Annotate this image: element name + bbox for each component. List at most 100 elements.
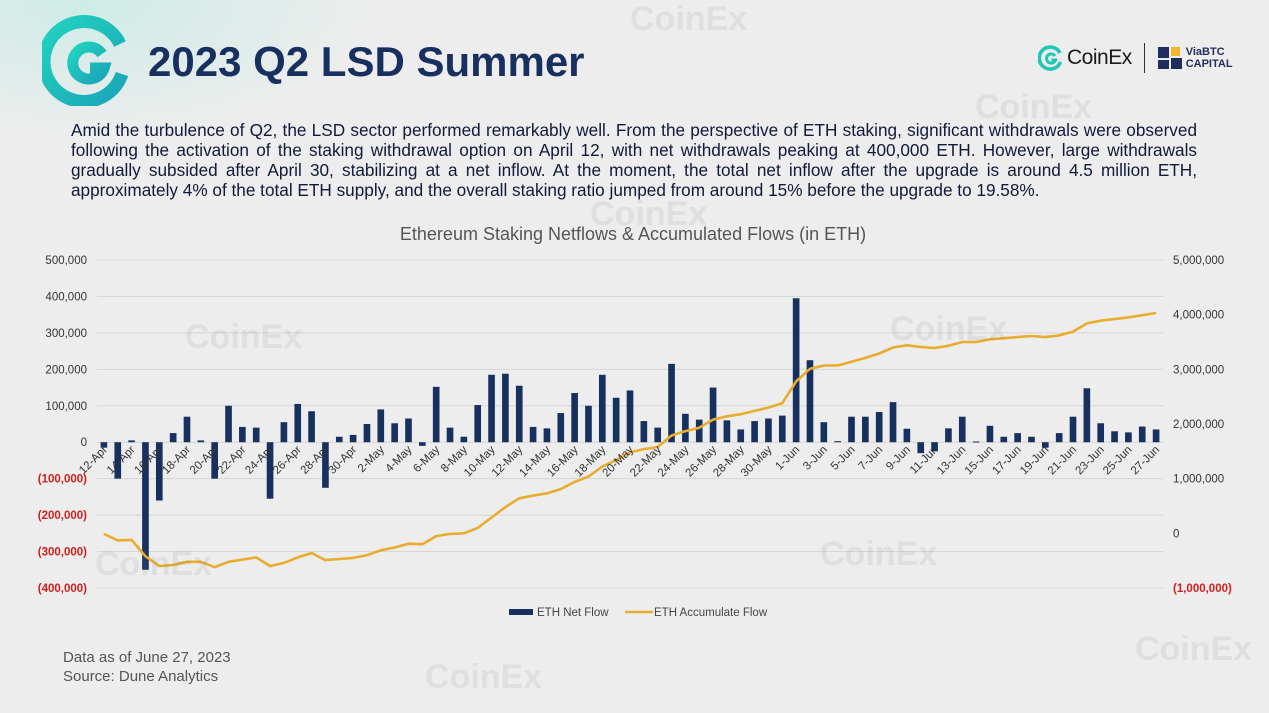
net-flow-bar xyxy=(322,442,329,488)
net-flow-bar xyxy=(197,440,205,443)
x-tick-label: 30-Apr xyxy=(326,444,359,477)
brand-logos: CoinEx ViaBTC CAPITAL xyxy=(1038,42,1233,74)
net-flow-bar xyxy=(682,413,689,443)
x-tick-label: 26-Apr xyxy=(271,444,304,477)
viabtc-line1: ViaBTC xyxy=(1185,46,1225,58)
net-flow-bar xyxy=(252,427,260,443)
net-flow-bar xyxy=(945,428,952,443)
legend-label: ETH Accumulate Flow xyxy=(654,607,768,619)
net-flow-bar xyxy=(598,374,606,443)
net-flow-bar xyxy=(1042,442,1049,448)
net-flow-bar xyxy=(654,427,662,443)
y2-tick-label: 5,000,000 xyxy=(1173,255,1224,267)
y2-tick-label: 3,000,000 xyxy=(1173,364,1224,376)
y-tick-label: 500,000 xyxy=(45,255,87,267)
net-flow-bar xyxy=(931,442,938,452)
net-flow-bar xyxy=(585,405,592,443)
net-flow-bar xyxy=(391,423,398,443)
x-tick-label: 15-Jun xyxy=(963,444,996,477)
net-flow-bar xyxy=(765,418,772,443)
net-flow-bar xyxy=(446,427,454,443)
accumulate-flow-line xyxy=(103,311,1157,569)
net-flow-bar xyxy=(875,411,883,443)
net-flow-bar xyxy=(349,434,357,443)
coinex-logo-icon xyxy=(1038,45,1063,71)
net-flow-bar xyxy=(737,429,745,443)
net-flow-bar xyxy=(363,424,371,443)
y-tick-label: (300,000) xyxy=(38,547,87,559)
net-flow-bar xyxy=(1111,431,1118,443)
y-tick-label: 0 xyxy=(81,437,87,449)
coinex-wordmark: CoinEx xyxy=(1067,46,1132,69)
net-flow-bar xyxy=(889,402,897,443)
net-flow-bar xyxy=(1152,429,1160,443)
net-flow-bar xyxy=(1055,433,1063,443)
net-flow-bar xyxy=(1138,426,1146,443)
net-flow-bar xyxy=(377,409,385,443)
net-flow-bar xyxy=(1028,436,1035,443)
x-tick-label: 23-Jun xyxy=(1073,444,1106,477)
net-flow-bar xyxy=(225,405,232,443)
viabtc-wordmark: ViaBTC CAPITAL xyxy=(1186,46,1233,70)
page-title: 2023 Q2 LSD Summer xyxy=(148,38,585,85)
net-flow-bar xyxy=(211,442,218,479)
net-flow-bar xyxy=(751,421,758,443)
net-flow-bar xyxy=(820,422,828,443)
net-flow-bar xyxy=(834,441,841,443)
x-tick-label: 25-Jun xyxy=(1101,444,1134,477)
net-flow-bar xyxy=(432,386,440,443)
x-tick-label: 27-Jun xyxy=(1129,444,1162,477)
net-flow-bar xyxy=(419,442,426,446)
x-tick-label: 22-Apr xyxy=(216,444,249,477)
net-flow-bar xyxy=(986,425,994,443)
x-tick-label: 18-Apr xyxy=(160,444,193,477)
y2-tick-label: 0 xyxy=(1173,528,1179,540)
footer-date: Data as of June 27, 2023 xyxy=(63,649,231,666)
x-tick-label: 2-May xyxy=(356,444,387,475)
net-flow-bar xyxy=(183,416,191,443)
x-tick-label: 21-Jun xyxy=(1046,444,1079,477)
y2-tick-label: 4,000,000 xyxy=(1173,310,1224,322)
x-tick-label: 7-Jun xyxy=(856,444,885,473)
x-tick-label: 30-May xyxy=(739,444,775,480)
net-flow-bar xyxy=(640,421,648,443)
brand-divider xyxy=(1143,43,1145,73)
net-flow-bar xyxy=(917,442,925,454)
y2-tick-label: 1,000,000 xyxy=(1173,474,1224,486)
net-flow-bar xyxy=(668,363,675,443)
net-flow-bar xyxy=(266,442,274,499)
y-tick-label: 200,000 xyxy=(45,364,87,376)
net-flow-bar xyxy=(862,416,869,443)
net-flow-bar xyxy=(529,426,537,443)
net-flow-bar xyxy=(169,433,177,443)
net-flow-bar xyxy=(695,419,703,443)
net-flow-bar xyxy=(502,373,509,443)
net-flow-bar xyxy=(280,422,288,443)
y2-tick-label: (1,000,000) xyxy=(1173,583,1232,595)
y-tick-label: (100,000) xyxy=(38,474,87,486)
y2-tick-label: 2,000,000 xyxy=(1173,419,1224,431)
y-tick-label: 400,000 xyxy=(45,291,87,303)
net-flow-bar xyxy=(626,390,634,443)
chart-legend: ETH Net Flow ETH Accumulate Flow xyxy=(509,607,768,619)
net-flow-bar xyxy=(128,440,135,443)
viabtc-line2: CAPITAL xyxy=(1185,58,1233,70)
net-flow-bar xyxy=(543,428,551,443)
y-tick-label: (400,000) xyxy=(38,583,87,595)
net-flow-bar xyxy=(100,442,108,448)
y-tick-label: 100,000 xyxy=(45,401,87,413)
x-tick-label: 1-Jun xyxy=(773,444,802,473)
net-flow-bar xyxy=(1083,388,1091,443)
net-flow-bar xyxy=(571,393,578,443)
footer-source: Source: Dune Analytics xyxy=(63,668,219,685)
net-flow-bar xyxy=(557,413,565,443)
net-flow-bar xyxy=(723,420,731,443)
y-tick-label: (200,000) xyxy=(38,510,87,522)
net-flow-bar xyxy=(335,436,343,443)
net-flow-bar xyxy=(474,405,482,443)
net-flow-bar xyxy=(792,298,800,443)
x-tick-label: 17-Jun xyxy=(990,444,1023,477)
chart-title: Ethereum Staking Netflows & Accumulated … xyxy=(400,224,866,244)
net-flow-bar xyxy=(709,387,717,443)
net-flow-bar xyxy=(488,374,495,443)
